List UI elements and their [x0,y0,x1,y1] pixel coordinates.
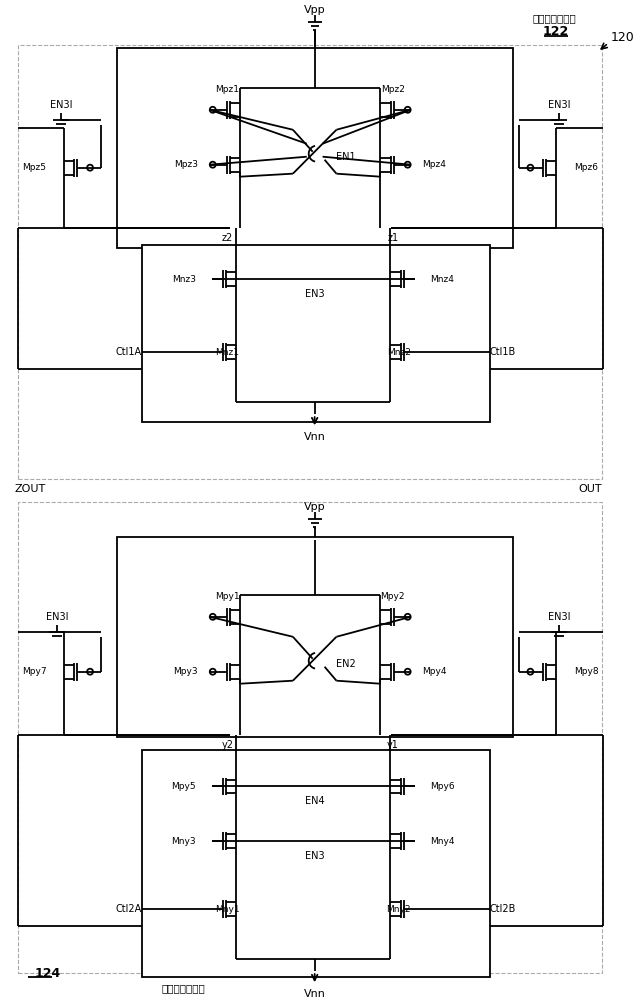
Bar [18,45,602,479]
Text: Mpy5: Mpy5 [171,782,196,791]
Text: EN3: EN3 [305,851,325,861]
Text: Mpz5: Mpz5 [22,163,47,172]
Text: y1: y1 [387,740,399,750]
Text: Vpp: Vpp [304,502,325,512]
Text: Mpz1: Mpz1 [215,85,240,94]
Text: Mny3: Mny3 [171,837,196,846]
Bar [141,750,490,977]
Text: Vnn: Vnn [304,432,326,442]
Text: ZOUT: ZOUT [15,484,46,494]
Text: Ctl2B: Ctl2B [490,904,516,914]
Text: z2: z2 [222,233,233,243]
Text: EN1: EN1 [337,152,356,162]
Text: Mpy4: Mpy4 [422,667,447,676]
Text: Mpy1: Mpy1 [215,592,240,601]
Text: Mnz3: Mnz3 [172,275,196,284]
Text: Mpy6: Mpy6 [431,782,455,791]
Text: Mpy2: Mpy2 [381,592,405,601]
Text: 124: 124 [35,967,61,980]
Text: EN2: EN2 [337,659,356,669]
Text: Mpz2: Mpz2 [381,85,404,94]
Text: Mny4: Mny4 [431,837,455,846]
Text: Mny1: Mny1 [215,905,240,914]
Text: OUT: OUT [578,484,602,494]
Text: EN3I: EN3I [548,612,571,622]
Text: 122: 122 [543,25,569,38]
Bar [141,245,490,422]
Text: Mnz2: Mnz2 [387,348,411,357]
Text: EN3I: EN3I [548,100,571,110]
Text: Mpz6: Mpz6 [574,163,598,172]
Text: Mnz4: Mnz4 [431,275,454,284]
Text: 第一电平切换器: 第一电平切换器 [532,13,576,23]
Text: EN4: EN4 [305,796,325,806]
Text: Mpy3: Mpy3 [173,667,198,676]
Text: Vnn: Vnn [304,989,326,999]
Text: EN3I: EN3I [46,612,68,622]
Bar [18,502,602,973]
Bar [117,48,512,248]
Text: Mpy7: Mpy7 [22,667,47,676]
Text: Mny2: Mny2 [387,905,411,914]
Text: Ctl2A: Ctl2A [115,904,141,914]
Text: Vpp: Vpp [304,5,325,15]
Text: EN3I: EN3I [50,100,73,110]
Text: EN3: EN3 [305,289,325,299]
Text: Mpy8: Mpy8 [574,667,599,676]
Text: y2: y2 [222,740,234,750]
Text: z1: z1 [388,233,399,243]
Text: Ctl1B: Ctl1B [490,347,516,357]
Text: 第二电平切换器: 第二电平切换器 [161,983,205,993]
Bar [117,537,512,737]
Text: Mpz4: Mpz4 [422,160,447,169]
Text: 120: 120 [610,31,635,44]
Text: Mpz3: Mpz3 [174,160,198,169]
Text: Ctl1A: Ctl1A [116,347,141,357]
Text: Mnz1: Mnz1 [215,348,240,357]
